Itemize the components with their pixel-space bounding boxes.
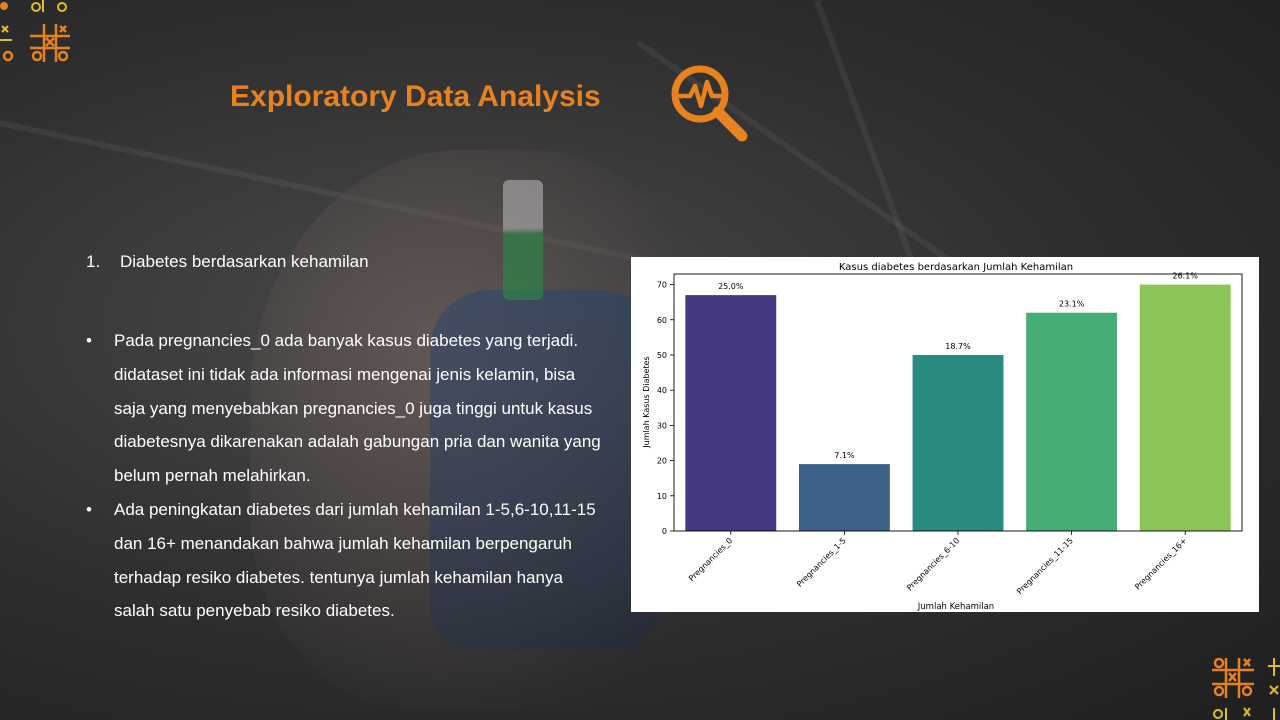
chart-x-axis-label: Jumlah Kehamilan xyxy=(917,602,994,612)
chart-plot-frame xyxy=(673,273,1243,532)
slide-title: Exploratory Data Analysis xyxy=(230,80,601,113)
x-tick-label: Pregnancies_16+ xyxy=(1133,536,1188,591)
section-number: 1. xyxy=(86,252,101,271)
y-tick-label: 0 xyxy=(662,527,667,536)
y-tick-label: 40 xyxy=(657,386,667,395)
tictactoe-decoration-top-left xyxy=(0,0,72,64)
bar-data-label: 25.0% xyxy=(718,282,744,291)
y-tick-label: 30 xyxy=(657,421,667,430)
magnifier-heartbeat-icon xyxy=(668,62,750,144)
bullet-list: • Pada pregnancies_0 ada banyak kasus di… xyxy=(86,324,606,628)
bullet-marker: • xyxy=(86,331,92,350)
glucose-meter-image xyxy=(430,290,660,650)
test-strip-image xyxy=(503,180,543,300)
bar-data-label: 18.7% xyxy=(945,342,971,351)
x-tick-label: Pregnancies_0 xyxy=(687,536,734,583)
bar-data-label: 7.1% xyxy=(834,451,855,460)
bullet-text: Ada peningkatan diabetes dari jumlah keh… xyxy=(114,499,596,621)
x-tick-label: Pregnancies_11-15 xyxy=(1015,536,1075,596)
section-heading-text: Diabetes berdasarkan kehamilan xyxy=(120,252,369,271)
bar-data-label: 26.1% xyxy=(1172,272,1198,281)
x-tick-label: Pregnancies_6-10 xyxy=(905,536,961,592)
bar-Pregnancies_0 xyxy=(685,295,777,531)
bullet-item: • Pada pregnancies_0 ada banyak kasus di… xyxy=(86,324,606,493)
bar-chart: Kasus diabetes berdasarkan Jumlah Kehami… xyxy=(631,257,1259,612)
x-tick-label: Pregnancies_1-5 xyxy=(795,536,848,589)
y-tick-label: 70 xyxy=(657,281,667,290)
bullet-text: Pada pregnancies_0 ada banyak kasus diab… xyxy=(114,331,601,486)
bar-Pregnancies_6-10 xyxy=(912,354,1004,531)
chart-y-axis-label: Jumlah Kasus Diabetes xyxy=(642,356,651,448)
bullet-item: • Ada peningkatan diabetes dari jumlah k… xyxy=(86,493,606,628)
y-tick-label: 10 xyxy=(657,492,667,501)
bar-Pregnancies_1-5 xyxy=(798,464,890,531)
bar-Pregnancies_11-15 xyxy=(1026,312,1118,531)
bullet-marker: • xyxy=(86,499,92,519)
bar-Pregnancies_16+ xyxy=(1139,284,1231,531)
tictactoe-decoration-bottom-right xyxy=(1208,656,1280,720)
chart-title: Kasus diabetes berdasarkan Jumlah Kehami… xyxy=(839,262,1073,273)
y-tick-label: 20 xyxy=(657,457,667,466)
bar-data-label: 23.1% xyxy=(1059,300,1085,309)
section-heading: 1. Diabetes berdasarkan kehamilan xyxy=(86,252,369,272)
y-tick-label: 60 xyxy=(657,316,667,325)
y-tick-label: 50 xyxy=(657,351,667,360)
